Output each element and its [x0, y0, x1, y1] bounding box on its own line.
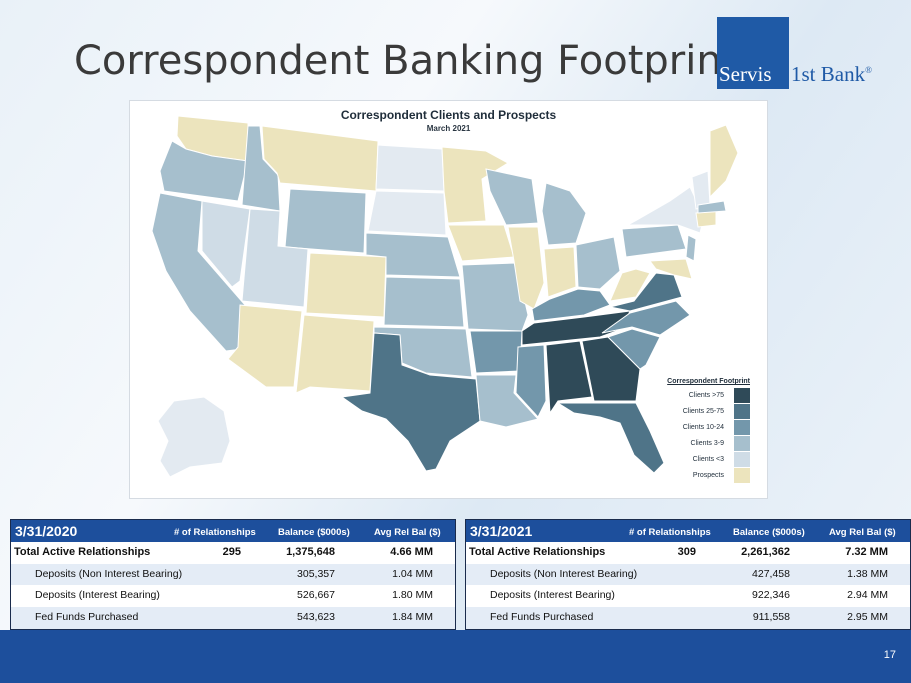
state-tx	[340, 332, 481, 472]
table-header: 3/31/2021 # of Relationships Balance ($0…	[466, 520, 910, 542]
state-pa	[621, 224, 687, 258]
us-footprint-map: Correspondent Clients and Prospects Marc…	[129, 100, 768, 499]
state-ak	[157, 396, 231, 478]
slide-title: Correspondent Banking Footprint	[74, 38, 738, 84]
legend-swatch	[734, 404, 750, 419]
period-label: 3/31/2020	[15, 523, 78, 539]
period-label: 3/31/2021	[470, 523, 533, 539]
state-mt	[261, 125, 379, 192]
table-row: Fed Funds Purchased 543,623 1.84 MM	[11, 607, 455, 629]
table-row: Total Active Relationships 295 1,375,648…	[14, 546, 433, 558]
table-row: Deposits (Non Interest Bearing) 427,458 …	[466, 563, 910, 586]
logo-box	[717, 17, 789, 89]
state-wy	[284, 188, 367, 254]
legend-swatch	[734, 452, 750, 467]
legend-swatch	[734, 436, 750, 451]
state-nd	[375, 144, 445, 192]
legend-title: Correspondent Footprint	[667, 378, 750, 385]
state-md	[649, 258, 693, 280]
col-balance: Balance ($000s)	[733, 527, 805, 538]
legend-item: Clients 25-75	[660, 404, 760, 420]
state-oh	[575, 236, 621, 290]
state-wi	[485, 168, 539, 226]
state-ne	[365, 232, 461, 278]
state-in	[543, 246, 577, 298]
state-al	[545, 340, 593, 415]
logo-text-bank: 1st Bank®	[791, 62, 872, 86]
state-or	[159, 140, 249, 202]
legend-item: Prospects	[660, 468, 760, 484]
state-ks	[383, 276, 465, 328]
legend-item: Clients <3	[660, 452, 760, 468]
state-ut	[241, 208, 309, 308]
legend-item: Clients 10-24	[660, 420, 760, 436]
col-avg-balance: Avg Rel Bal ($)	[374, 527, 441, 538]
col-relationships: # of Relationships	[174, 527, 256, 538]
us-map-graphic	[151, 115, 739, 478]
legend-item: Clients 3-9	[660, 436, 760, 452]
logo-text-servis: Servis	[719, 62, 772, 86]
state-mn	[441, 146, 509, 224]
table-row: Deposits (Non Interest Bearing) 305,357 …	[11, 563, 455, 586]
legend-swatch	[734, 388, 750, 403]
state-ga	[581, 336, 641, 402]
col-relationships: # of Relationships	[629, 527, 711, 538]
state-ma	[697, 200, 727, 214]
map-legend: Correspondent Footprint Clients >75 Clie…	[660, 378, 760, 484]
state-ar	[469, 330, 523, 374]
state-fl	[556, 402, 665, 474]
col-balance: Balance ($000s)	[278, 527, 350, 538]
state-nv	[201, 200, 251, 288]
table-row: Fed Funds Purchased 911,558 2.95 MM	[466, 607, 910, 629]
state-nm	[295, 314, 375, 394]
state-ia	[447, 224, 515, 262]
table-header: 3/31/2020 # of Relationships Balance ($0…	[11, 520, 455, 542]
state-me	[709, 124, 739, 199]
state-ca	[151, 192, 253, 352]
col-avg-balance: Avg Rel Bal ($)	[829, 527, 896, 538]
state-mo	[461, 262, 529, 332]
map-title: Correspondent Clients and Prospects	[340, 108, 557, 122]
state-la	[475, 374, 539, 428]
state-sc	[607, 328, 661, 370]
table-row: Total Active Relationships 309 2,261,362…	[469, 546, 888, 558]
legend-swatch	[734, 468, 750, 483]
state-wv	[609, 268, 651, 302]
state-nc	[601, 300, 691, 336]
table-2020: 3/31/2020 # of Relationships Balance ($0…	[10, 519, 456, 630]
table-row: Deposits (Interest Bearing) 922,346 2.94…	[490, 589, 888, 602]
legend-item: Clients >75	[660, 388, 760, 404]
state-ky	[531, 288, 611, 322]
state-nj	[685, 234, 697, 262]
table-2021: 3/31/2021 # of Relationships Balance ($0…	[465, 519, 911, 630]
state-co	[305, 252, 387, 318]
state-mi	[541, 182, 587, 246]
map-subtitle: March 2021	[426, 124, 471, 133]
table-row: Deposits (Interest Bearing) 526,667 1.80…	[35, 589, 433, 602]
state-ms	[515, 344, 547, 418]
page-number: 17	[883, 649, 896, 661]
servisfirst-logo: Servis 1st Bank®	[717, 17, 897, 89]
state-az	[227, 304, 303, 388]
legend-swatch	[734, 420, 750, 435]
footer-bar: 17	[0, 630, 911, 683]
state-sd	[367, 190, 447, 236]
